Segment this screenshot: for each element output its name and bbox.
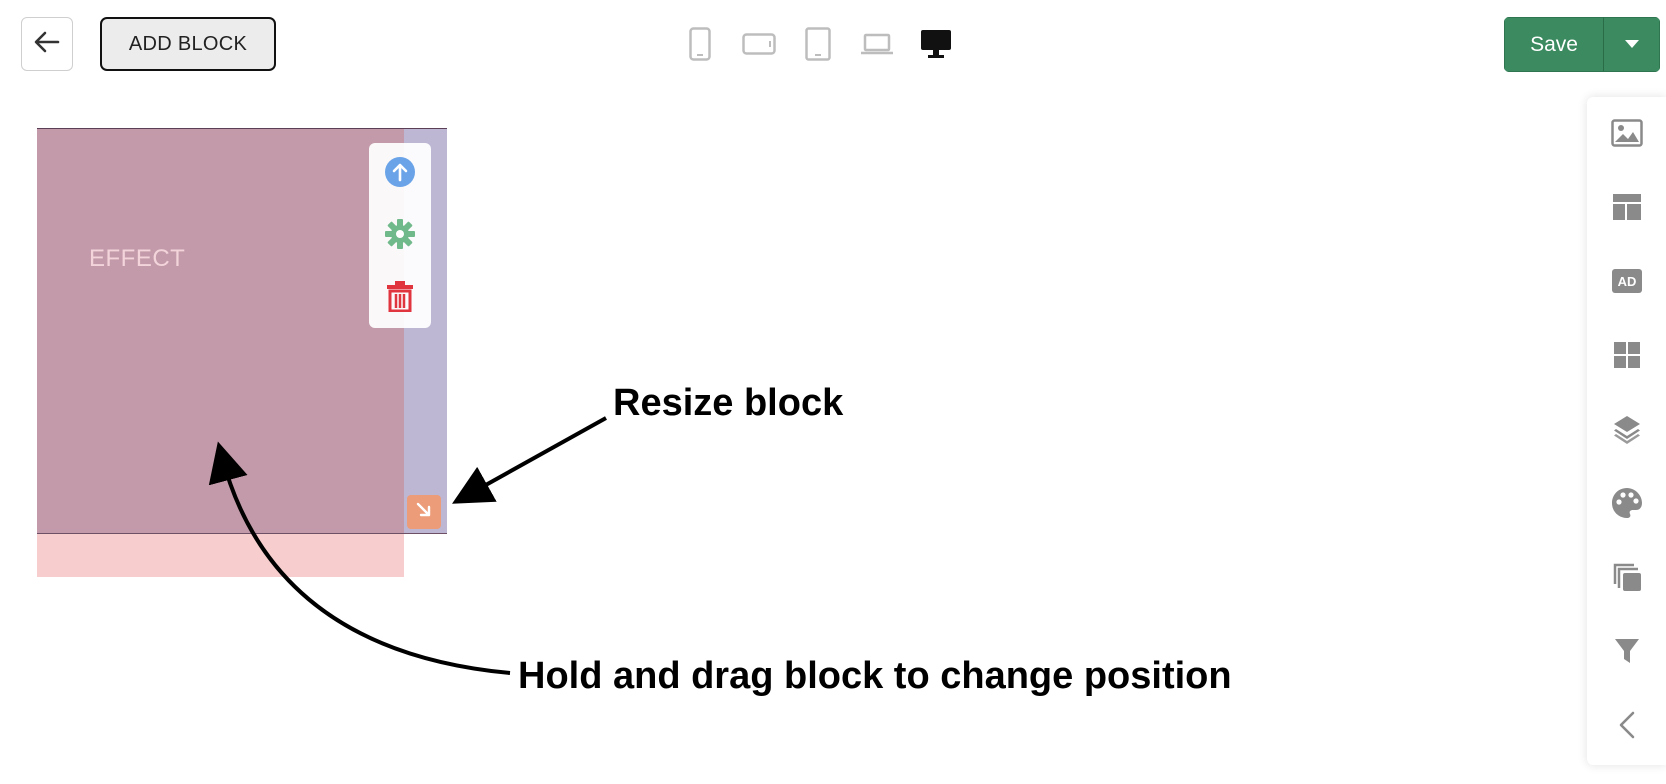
tablet-icon[interactable] (805, 26, 831, 62)
ad-icon[interactable]: AD (1607, 261, 1647, 301)
save-button-group: Save (1504, 17, 1660, 72)
svg-text:AD: AD (1618, 274, 1637, 289)
resize-arrow-icon (415, 501, 433, 524)
right-sidebar: AD (1587, 97, 1666, 765)
resize-annotation: Resize block (613, 382, 844, 424)
palette-icon[interactable] (1607, 483, 1647, 523)
mobile-landscape-icon[interactable] (742, 26, 776, 62)
mobile-portrait-icon[interactable] (688, 26, 712, 62)
block-label: EFFECT (89, 245, 186, 272)
grid-icon[interactable] (1607, 335, 1647, 375)
drag-annotation-arrow (208, 441, 511, 675)
filter-icon[interactable] (1607, 631, 1647, 671)
resize-annotation-arrow (452, 416, 607, 504)
move-up-icon[interactable] (384, 156, 416, 188)
copy-icon[interactable] (1607, 557, 1647, 597)
collapse-chevron-icon[interactable] (1607, 705, 1647, 745)
image-icon[interactable] (1607, 113, 1647, 153)
settings-gear-icon[interactable] (384, 218, 416, 250)
desktop-icon[interactable] (920, 26, 952, 62)
back-button[interactable] (21, 17, 73, 71)
save-button[interactable]: Save (1504, 17, 1603, 72)
resize-handle[interactable] (407, 495, 441, 529)
delete-trash-icon[interactable] (384, 280, 416, 312)
laptop-icon[interactable] (860, 26, 894, 62)
drag-annotation: Hold and drag block to change position (518, 655, 1232, 697)
block-toolbar (369, 143, 431, 328)
add-block-button[interactable]: ADD BLOCK (100, 17, 276, 71)
caret-down-icon (1624, 36, 1640, 54)
save-dropdown-button[interactable] (1603, 17, 1660, 72)
layers-icon[interactable] (1607, 409, 1647, 449)
layout-icon[interactable] (1607, 187, 1647, 227)
arrow-left-icon (34, 31, 60, 58)
